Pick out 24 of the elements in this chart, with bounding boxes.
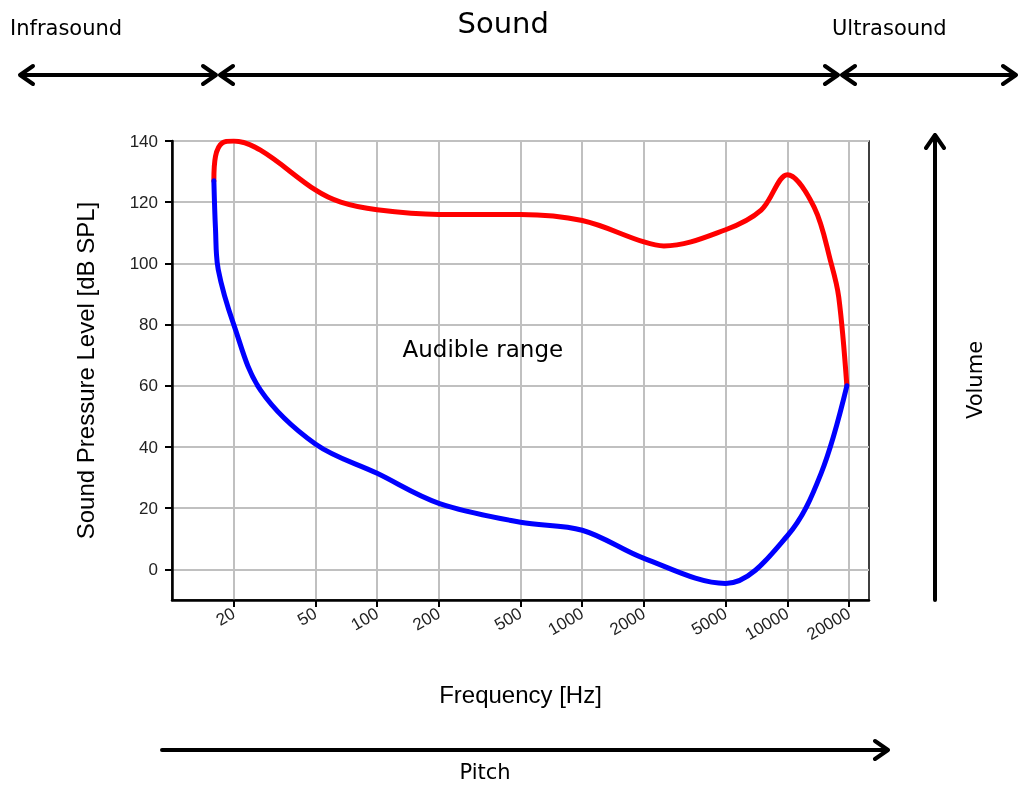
text: Sound xyxy=(457,6,549,40)
x-tick-label: 100 xyxy=(347,603,382,635)
text: Infrasound xyxy=(10,16,123,40)
text: Volume xyxy=(963,340,988,420)
y-tick-label: 0 xyxy=(148,559,158,579)
x-axis-title: Frequency [Hz] xyxy=(439,680,602,708)
x-tick-label: 500 xyxy=(491,603,526,635)
y-tick-label: 60 xyxy=(139,376,158,396)
y-tick-label: 100 xyxy=(129,253,158,273)
x-tick-label: 50 xyxy=(294,603,321,630)
y-tick-label: 20 xyxy=(139,498,158,518)
text: Ultrasound xyxy=(832,16,947,40)
x-tick-label: 200 xyxy=(409,603,444,635)
y-tick-label: 80 xyxy=(139,315,158,335)
y-tick-label: 120 xyxy=(129,192,158,212)
x-tick-label: 2000 xyxy=(606,603,649,640)
x-tick-label: 1000 xyxy=(544,603,587,640)
annotation: Audible range xyxy=(402,336,564,362)
x-tick-label: 20 xyxy=(212,603,239,630)
y-tick-label: 40 xyxy=(139,437,158,457)
text: Pitch xyxy=(459,760,511,784)
y-axis-title: Sound Pressure Level [dB SPL] xyxy=(71,201,99,540)
x-tick-label: 5000 xyxy=(688,603,731,640)
y-tick-label: 140 xyxy=(129,131,158,151)
